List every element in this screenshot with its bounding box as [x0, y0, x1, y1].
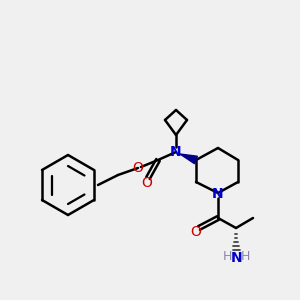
Text: O: O	[142, 176, 152, 190]
Text: O: O	[190, 225, 201, 239]
Text: O: O	[133, 161, 143, 175]
Polygon shape	[180, 154, 197, 164]
Text: N: N	[231, 251, 243, 265]
Text: N: N	[212, 187, 224, 201]
Text: H: H	[222, 250, 232, 263]
Text: N: N	[170, 145, 182, 159]
Text: H: H	[240, 250, 250, 263]
